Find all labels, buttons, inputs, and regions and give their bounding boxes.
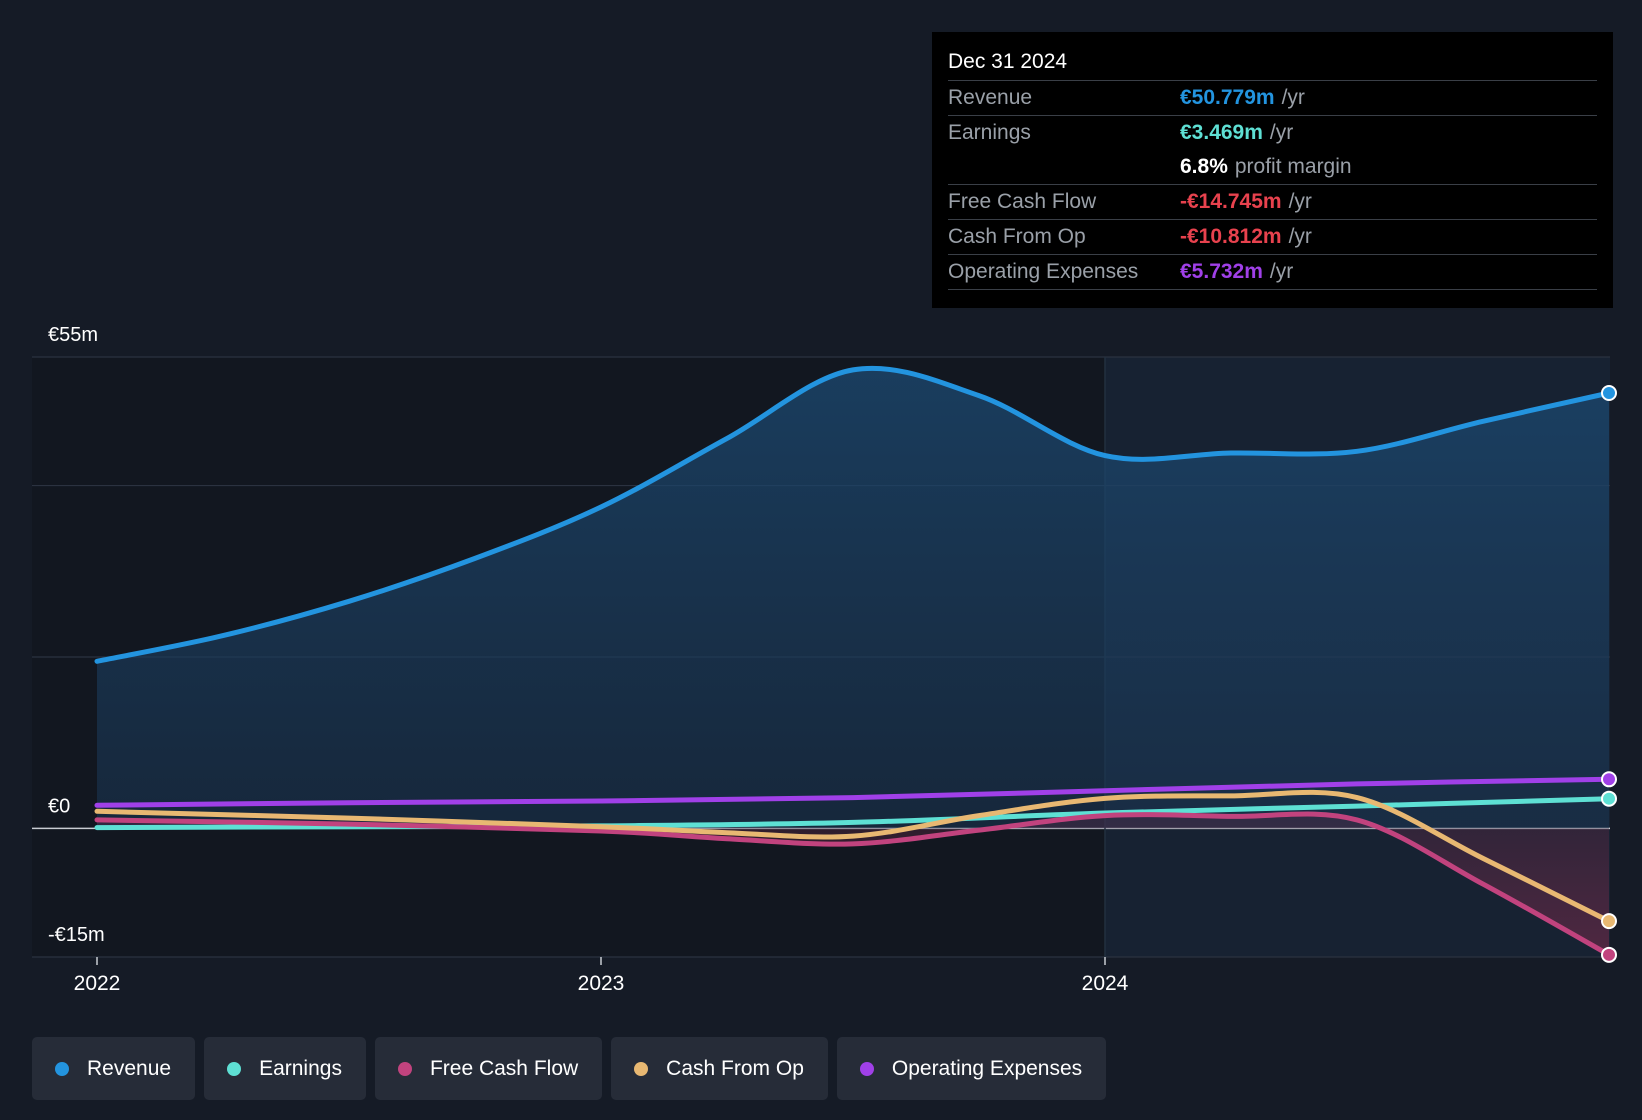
earnings-endpoint bbox=[1601, 790, 1617, 807]
tooltip-row-operating-expenses: Operating Expenses €5.732m /yr bbox=[948, 254, 1597, 290]
tooltip-row-free-cash-flow: Free Cash Flow -€14.745m /yr bbox=[948, 184, 1597, 219]
tooltip-value: €5.732m bbox=[1180, 260, 1263, 283]
legend-label: Earnings bbox=[259, 1056, 342, 1080]
tooltip-value: -€10.812m bbox=[1180, 225, 1282, 248]
free-cash-flow-endpoint bbox=[1601, 946, 1617, 963]
tooltip-label: Operating Expenses bbox=[948, 260, 1139, 283]
y-tick-label: €0 bbox=[48, 795, 70, 817]
revenue-endpoint bbox=[1601, 385, 1617, 401]
legend-label: Operating Expenses bbox=[891, 1056, 1083, 1080]
tooltip-panel: Dec 31 2024 Revenue €50.779m /yr Earning… bbox=[932, 32, 1613, 308]
tooltip-unit: /yr bbox=[1288, 190, 1312, 213]
x-tick-label: 2022 bbox=[74, 972, 121, 995]
tooltip-label: Revenue bbox=[948, 86, 1033, 109]
tooltip-label: Free Cash Flow bbox=[948, 190, 1097, 213]
tooltip-unit: /yr bbox=[1281, 86, 1305, 109]
tooltip-value: €50.779m bbox=[1180, 86, 1275, 109]
legend-dot-icon bbox=[859, 1061, 874, 1076]
legend-dot-icon bbox=[227, 1061, 242, 1076]
operating-expenses-endpoint bbox=[1601, 771, 1617, 788]
legend-item-operating-expenses[interactable]: Operating Expenses bbox=[836, 1037, 1107, 1100]
revenue-area bbox=[97, 368, 1609, 829]
legend-label: Cash From Op bbox=[666, 1056, 804, 1080]
legend-item-free-cash-flow[interactable]: Free Cash Flow bbox=[374, 1037, 603, 1100]
legend-dot-icon bbox=[397, 1061, 412, 1076]
legend-item-earnings[interactable]: Earnings bbox=[204, 1037, 366, 1100]
tooltip-label: Cash From Op bbox=[948, 225, 1086, 248]
tooltip-unit: /yr bbox=[1288, 225, 1312, 248]
tooltip-row-earnings: Earnings €3.469m /yr bbox=[948, 115, 1597, 150]
legend-dot-icon bbox=[55, 1061, 69, 1076]
legend-item-revenue[interactable]: Revenue bbox=[32, 1037, 196, 1100]
x-tick-label: 2023 bbox=[578, 972, 625, 995]
tooltip-value: 6.8% bbox=[1180, 155, 1228, 178]
tooltip-row-revenue: Revenue €50.779m /yr bbox=[948, 80, 1597, 115]
series-endpoints bbox=[1601, 385, 1617, 963]
legend-label: Free Cash Flow bbox=[429, 1056, 579, 1080]
tooltip-unit: /yr bbox=[1269, 121, 1294, 144]
tooltip-row-cash-from-op: Cash From Op -€10.812m /yr bbox=[948, 219, 1597, 254]
earnings-line bbox=[94, 796, 1612, 831]
legend: Revenue Earnings Free Cash Flow Cash Fro… bbox=[32, 1037, 1115, 1100]
x-tick-label: 2024 bbox=[1082, 972, 1129, 995]
tooltip-date: Dec 31 2024 bbox=[948, 50, 1068, 73]
free-cash-flow-line bbox=[94, 811, 1612, 958]
tooltip-value: -€14.745m bbox=[1180, 190, 1282, 213]
cash-from-op-line bbox=[94, 789, 1612, 924]
tooltip-row-profit-margin: 6.8% profit margin bbox=[948, 150, 1597, 184]
series-lines bbox=[94, 365, 1612, 958]
operating-expenses-line bbox=[94, 776, 1612, 808]
y-axis-labels: €55m €0 -€15m bbox=[48, 324, 105, 946]
y-tick-label: €55m bbox=[48, 324, 98, 346]
tooltip-unit: profit margin bbox=[1234, 155, 1352, 178]
legend-label: Revenue bbox=[87, 1056, 172, 1080]
revenue-line bbox=[94, 365, 1612, 664]
legend-item-cash-from-op[interactable]: Cash From Op bbox=[611, 1037, 828, 1100]
tooltip-label: Earnings bbox=[948, 121, 1031, 144]
tooltip-unit: /yr bbox=[1269, 260, 1294, 283]
x-axis-labels: 2022 2023 2024 bbox=[74, 957, 1129, 995]
tooltip-value: €3.469m bbox=[1180, 121, 1263, 144]
cash-from-op-endpoint bbox=[1601, 913, 1617, 930]
y-tick-label: -€15m bbox=[48, 924, 105, 946]
legend-dot-icon bbox=[634, 1061, 649, 1076]
